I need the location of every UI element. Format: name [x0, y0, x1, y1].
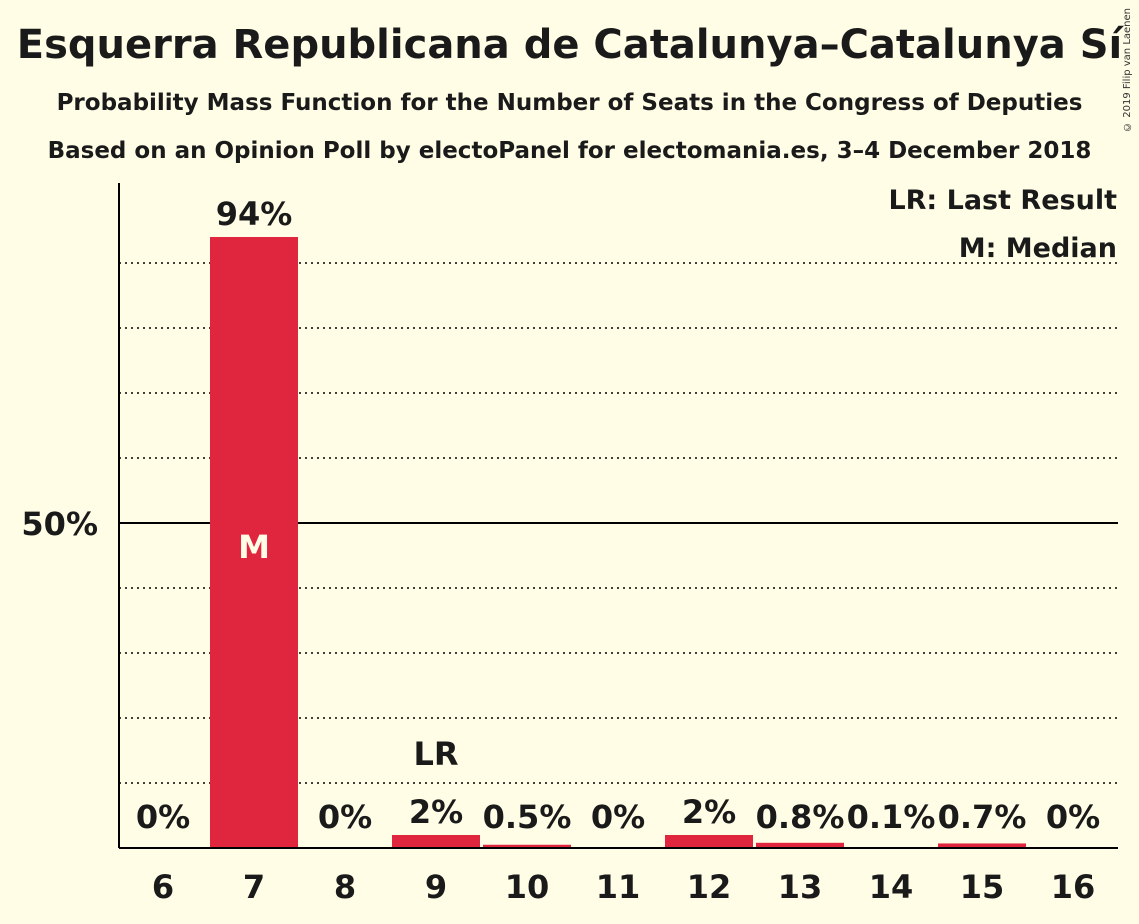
- bar-13: [756, 842, 844, 848]
- x-tick-label-6: 6: [152, 868, 174, 906]
- value-label-12: 2%: [682, 793, 736, 831]
- value-label-13: 0.8%: [756, 798, 845, 836]
- x-tick-label-12: 12: [687, 868, 732, 906]
- bar-15: [938, 843, 1026, 848]
- x-tick-label-10: 10: [505, 868, 550, 906]
- x-tick-label-13: 13: [778, 868, 823, 906]
- x-tick-label-14: 14: [869, 868, 914, 906]
- legend-median: M: Median: [959, 233, 1117, 264]
- value-label-11: 0%: [591, 798, 645, 836]
- bar-12: [665, 835, 753, 848]
- value-label-14: 0.1%: [847, 798, 936, 836]
- x-tick-label-8: 8: [334, 868, 356, 906]
- value-label-8: 0%: [318, 798, 372, 836]
- legend-last-result: LR: Last Result: [888, 185, 1117, 216]
- bar-7: [210, 237, 298, 848]
- x-tick-label-7: 7: [243, 868, 265, 906]
- value-label-9: 2%: [409, 793, 463, 831]
- x-tick-label-15: 15: [960, 868, 1005, 906]
- bar-10: [483, 844, 571, 848]
- x-tick-label-16: 16: [1051, 868, 1096, 906]
- value-label-7: 94%: [216, 195, 293, 233]
- value-label-10: 0.5%: [483, 798, 572, 836]
- bar-9: [392, 835, 480, 848]
- value-label-6: 0%: [136, 798, 190, 836]
- marker-lr: LR: [413, 735, 458, 773]
- chart-subtitle: Probability Mass Function for the Number…: [56, 90, 1083, 116]
- y-tick-label-50: 50%: [21, 505, 98, 543]
- chart-title: Esquerra Republicana de Catalunya–Catalu…: [16, 22, 1123, 68]
- x-tick-label-9: 9: [425, 868, 447, 906]
- value-label-16: 0%: [1046, 798, 1100, 836]
- chart-source: Based on an Opinion Poll by electoPanel …: [47, 138, 1092, 164]
- value-label-15: 0.7%: [938, 798, 1027, 836]
- marker-m: M: [238, 528, 270, 566]
- x-tick-label-11: 11: [596, 868, 641, 906]
